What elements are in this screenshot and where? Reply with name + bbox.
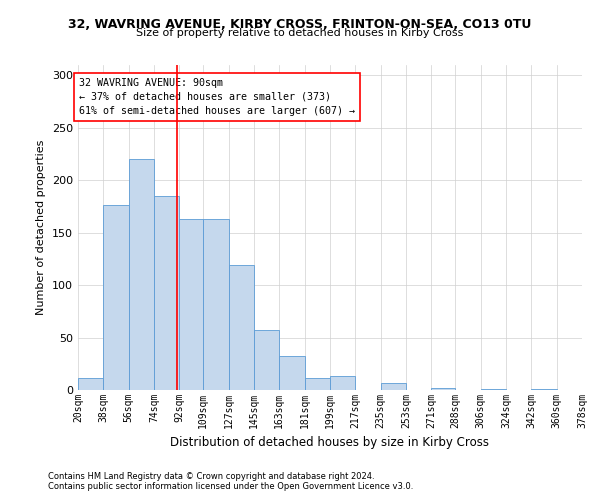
Bar	[103, 206, 128, 390]
Y-axis label: Number of detached properties: Number of detached properties	[37, 140, 46, 315]
Text: Contains public sector information licensed under the Open Government Licence v3: Contains public sector information licen…	[48, 482, 413, 491]
Bar	[203, 219, 229, 390]
Bar	[229, 265, 254, 390]
Bar	[280, 356, 305, 390]
Bar	[78, 378, 103, 390]
Bar	[254, 330, 280, 390]
Bar	[154, 196, 179, 390]
Bar	[330, 376, 355, 390]
Text: Size of property relative to detached houses in Kirby Cross: Size of property relative to detached ho…	[136, 28, 464, 38]
Bar	[532, 389, 557, 390]
Bar	[481, 389, 506, 390]
Bar	[305, 378, 330, 390]
Bar	[380, 382, 406, 390]
Bar	[128, 160, 154, 390]
Text: 32 WAVRING AVENUE: 90sqm
← 37% of detached houses are smaller (373)
61% of semi-: 32 WAVRING AVENUE: 90sqm ← 37% of detach…	[79, 78, 355, 116]
Text: Contains HM Land Registry data © Crown copyright and database right 2024.: Contains HM Land Registry data © Crown c…	[48, 472, 374, 481]
Bar	[431, 388, 455, 390]
X-axis label: Distribution of detached houses by size in Kirby Cross: Distribution of detached houses by size …	[170, 436, 490, 450]
Bar	[179, 219, 203, 390]
Text: 32, WAVRING AVENUE, KIRBY CROSS, FRINTON-ON-SEA, CO13 0TU: 32, WAVRING AVENUE, KIRBY CROSS, FRINTON…	[68, 18, 532, 30]
